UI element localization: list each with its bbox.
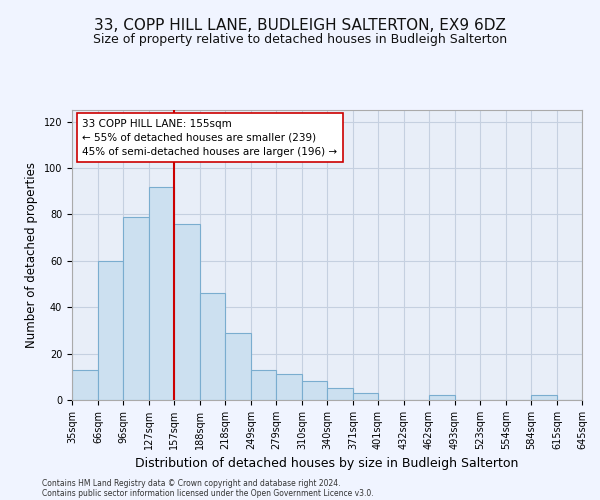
Bar: [72, 370, 98, 400]
Y-axis label: Number of detached properties: Number of detached properties: [25, 162, 38, 348]
X-axis label: Distribution of detached houses by size in Budleigh Salterton: Distribution of detached houses by size …: [136, 458, 518, 470]
Text: Contains HM Land Registry data © Crown copyright and database right 2024.: Contains HM Land Registry data © Crown c…: [42, 478, 341, 488]
Text: Size of property relative to detached houses in Budleigh Salterton: Size of property relative to detached ho…: [93, 32, 507, 46]
Bar: [174, 224, 200, 400]
Bar: [251, 370, 276, 400]
Bar: [531, 396, 557, 400]
Text: Contains public sector information licensed under the Open Government Licence v3: Contains public sector information licen…: [42, 488, 374, 498]
Bar: [327, 388, 353, 400]
Bar: [123, 216, 149, 400]
Bar: [276, 374, 302, 400]
Text: 33 COPP HILL LANE: 155sqm
← 55% of detached houses are smaller (239)
45% of semi: 33 COPP HILL LANE: 155sqm ← 55% of detac…: [82, 118, 337, 156]
Bar: [429, 396, 455, 400]
Bar: [302, 382, 327, 400]
Bar: [149, 186, 174, 400]
Bar: [353, 393, 378, 400]
Bar: [225, 332, 251, 400]
Text: 33, COPP HILL LANE, BUDLEIGH SALTERTON, EX9 6DZ: 33, COPP HILL LANE, BUDLEIGH SALTERTON, …: [94, 18, 506, 32]
Bar: [98, 261, 123, 400]
Bar: [200, 294, 225, 400]
